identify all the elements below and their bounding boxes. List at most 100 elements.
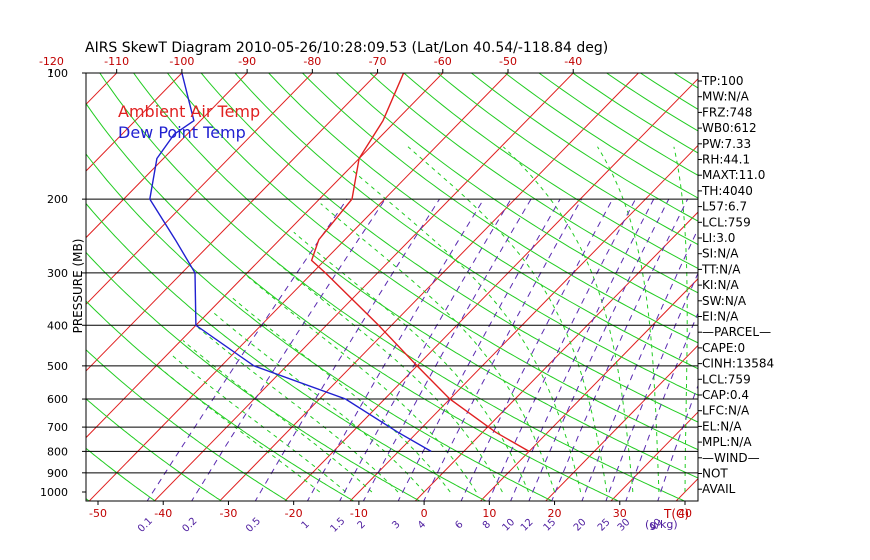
air-temp-line [310,73,530,453]
dew-point-line [149,73,432,453]
legend: Ambient Air Temp Dew Point Temp [118,102,260,142]
pressure-tick-label: 1000 [40,486,68,499]
isotherm-line [86,73,314,306]
temp-tick-label: -50 [89,507,107,520]
top-temp-tick-label: -110 [104,55,129,68]
index-label: —WIND— [702,451,760,465]
dry-adiabat-line [301,73,698,344]
mixing-ratio-line [510,198,655,501]
mixing-ratio-line [657,384,698,501]
index-label: AVAIL [702,482,736,496]
moist-adiabat-line [157,365,321,493]
index-label: TP:100 [701,74,744,88]
mixing-ratio-label: 0.1 [136,516,155,535]
moist-adiabat-line [597,146,660,492]
mixing-ratio-line [362,198,532,501]
pressure-tick-label: 700 [47,421,68,434]
index-label: PW:7.33 [702,137,751,151]
temp-tick-label: -10 [350,507,368,520]
mixing-ratio-label: 1.5 [329,516,348,535]
moist-adiabat-line [170,354,347,493]
dry-adiabat-line [673,73,698,89]
legend-air-temp: Ambient Air Temp [118,102,260,121]
index-label: —PARCEL— [702,325,771,339]
mixing-ratio-line [397,198,561,501]
mixing-ratio-label: 8 [481,519,493,531]
mixing-ratio-line [146,198,348,501]
isotherm-line [740,64,870,503]
index-label: EI:N/A [702,310,739,324]
moist-adiabat-line [211,310,425,493]
mixing-ratio-label: 12 [519,517,536,534]
pressure-tick-label: 100 [47,67,68,80]
index-label: SW:N/A [702,294,747,308]
index-label: LI:3.0 [702,231,735,245]
mixing-ratio-label: 20 [572,517,589,534]
moist-adiabat-line [229,295,451,493]
dry-adiabat-line [0,64,25,503]
mixing-ratio-label: 10 [501,517,518,534]
moist-adiabat-line [320,203,556,493]
isotherm-line [349,144,698,501]
mixing-ratio-line [625,311,698,501]
y-axis-label: PRESSURE (MB) [71,239,85,334]
mixing-ratio-label: 0.2 [180,516,199,535]
legend-dew-point: Dew Point Temp [118,123,246,142]
index-label: MAXT:11.0 [702,168,765,182]
mixing-ratio-line [460,198,614,501]
isotherm-line [153,73,574,501]
index-label: LCL:759 [702,215,751,229]
temp-tick-label: -40 [154,507,172,520]
pressure-tick-label: 600 [47,393,68,406]
mixing-ratio-line [605,272,698,501]
mixing-ratio-line [191,198,386,501]
mixing-ratio-label: 6 [453,519,465,531]
top-temp-tick-label: -120 [39,55,64,68]
index-label: NOT [702,467,728,481]
pressure-tick-label: 800 [47,445,68,458]
index-label: RH:44.1 [702,153,750,167]
top-temp-tick-label: -40 [564,55,582,68]
index-label: MW:N/A [702,90,750,104]
top-temp-tick-label: -80 [303,55,321,68]
profile-series [149,73,530,453]
isotherm-line [545,344,698,501]
mixing-ratio-label: 0.5 [244,516,263,535]
index-label: TH:4040 [701,184,753,198]
mixing-ratio-label: 2 [356,519,368,531]
dry-adiabat-line [335,73,698,319]
index-label: MPL:N/A [702,435,752,449]
moist-adiabat-line [246,275,477,493]
moist-adiabat-line [502,146,634,493]
mixing-ratio-line [306,198,485,501]
mixing-ratio-label: 25 [596,517,613,534]
mixing-ratio-label: 1 [300,519,312,531]
pressure-tick-label: 300 [47,267,68,280]
chart-title: AIRS SkewT Diagram 2010-05-26/10:28:09.5… [85,40,608,56]
dry-adiabat-line [234,73,698,396]
index-label: CAP:0.4 [702,388,749,402]
dry-adiabat-line [166,73,698,451]
dry-adiabat-line [268,73,698,370]
moist-adiabat-line [351,169,582,493]
temp-tick-label: -20 [285,507,303,520]
temp-tick-label: 20 [548,507,562,520]
index-label: KI:N/A [702,278,739,292]
temp-tick-label: -30 [219,507,237,520]
top-temp-tick-label: -100 [169,55,194,68]
mixing-ratio-line [488,198,636,501]
dry-adiabat-line [470,73,698,222]
pressure-lines [86,198,698,474]
temp-tick-label: 30 [613,507,627,520]
x-axis-unit: T(C) [663,507,689,521]
pressure-tick-label: 900 [47,467,68,480]
index-label: L57:6.7 [702,200,747,214]
index-label: LCL:759 [702,372,751,386]
top-temp-tick-label: -70 [369,55,387,68]
mixing-ratio-unit: (g/kg) [645,518,678,531]
plot-frame [85,72,699,502]
isotherm-line [284,78,698,501]
index-label: SI:N/A [702,247,739,261]
